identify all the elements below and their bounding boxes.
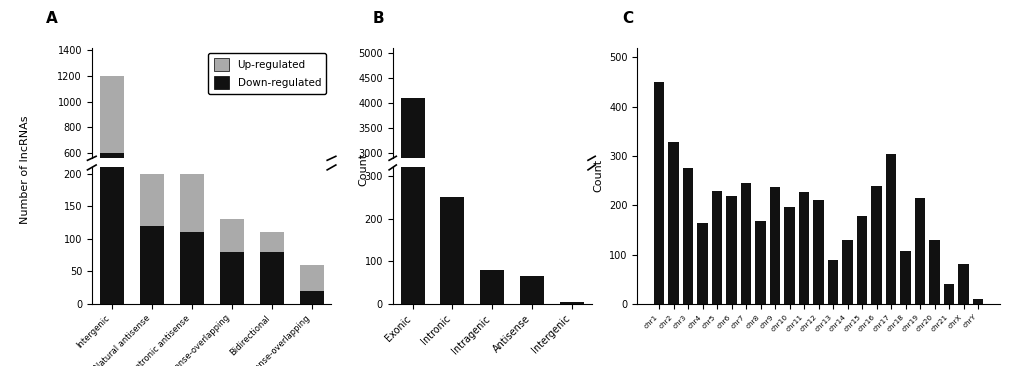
Bar bbox=[653, 82, 663, 304]
Bar bbox=[520, 276, 543, 304]
Bar bbox=[219, 220, 244, 230]
Bar bbox=[798, 193, 808, 304]
Bar bbox=[259, 252, 283, 304]
Bar bbox=[813, 200, 822, 304]
Bar bbox=[179, 174, 204, 232]
Bar bbox=[928, 240, 938, 304]
Bar bbox=[100, 0, 123, 304]
Bar bbox=[259, 216, 283, 220]
Bar bbox=[179, 205, 204, 216]
Bar bbox=[100, 153, 123, 230]
Bar bbox=[140, 174, 163, 226]
Bar bbox=[900, 251, 910, 304]
Bar bbox=[958, 264, 968, 304]
Bar bbox=[100, 76, 123, 153]
Bar bbox=[259, 232, 283, 252]
Text: C: C bbox=[622, 11, 633, 26]
Bar bbox=[520, 301, 543, 304]
Bar bbox=[842, 240, 852, 304]
Bar bbox=[480, 270, 503, 304]
Text: A: A bbox=[46, 11, 58, 26]
Bar bbox=[726, 197, 736, 304]
Bar bbox=[784, 207, 794, 304]
Bar bbox=[667, 142, 678, 304]
Text: B: B bbox=[372, 11, 383, 26]
Bar bbox=[300, 228, 323, 230]
Legend: Up-regulated, Down-regulated: Up-regulated, Down-regulated bbox=[208, 53, 326, 94]
Bar bbox=[711, 191, 721, 304]
Bar bbox=[179, 232, 204, 304]
Bar bbox=[179, 216, 204, 230]
Bar bbox=[856, 216, 866, 304]
Bar bbox=[972, 299, 982, 304]
Bar bbox=[259, 220, 283, 230]
Text: Count: Count bbox=[358, 153, 368, 186]
Bar bbox=[827, 261, 838, 304]
Bar bbox=[219, 252, 244, 304]
Bar bbox=[300, 291, 323, 304]
Bar bbox=[140, 215, 163, 230]
Bar bbox=[219, 214, 244, 220]
Bar bbox=[886, 153, 896, 304]
Y-axis label: Count: Count bbox=[593, 159, 603, 192]
Bar bbox=[400, 98, 424, 304]
Bar bbox=[140, 226, 163, 304]
Bar bbox=[870, 186, 880, 304]
Bar bbox=[740, 183, 750, 304]
Text: Number of lncRNAs: Number of lncRNAs bbox=[20, 115, 31, 224]
Bar bbox=[480, 300, 503, 304]
Bar bbox=[943, 284, 953, 304]
Bar bbox=[400, 0, 424, 304]
Bar bbox=[219, 219, 244, 252]
Bar bbox=[914, 198, 924, 304]
Bar bbox=[440, 292, 464, 304]
Bar bbox=[769, 187, 780, 304]
Bar bbox=[683, 168, 693, 304]
Bar bbox=[559, 302, 583, 304]
Bar bbox=[140, 205, 163, 215]
Bar bbox=[440, 197, 464, 304]
Bar bbox=[300, 265, 323, 291]
Bar bbox=[755, 221, 765, 304]
Bar bbox=[300, 223, 323, 228]
Bar bbox=[697, 224, 707, 304]
